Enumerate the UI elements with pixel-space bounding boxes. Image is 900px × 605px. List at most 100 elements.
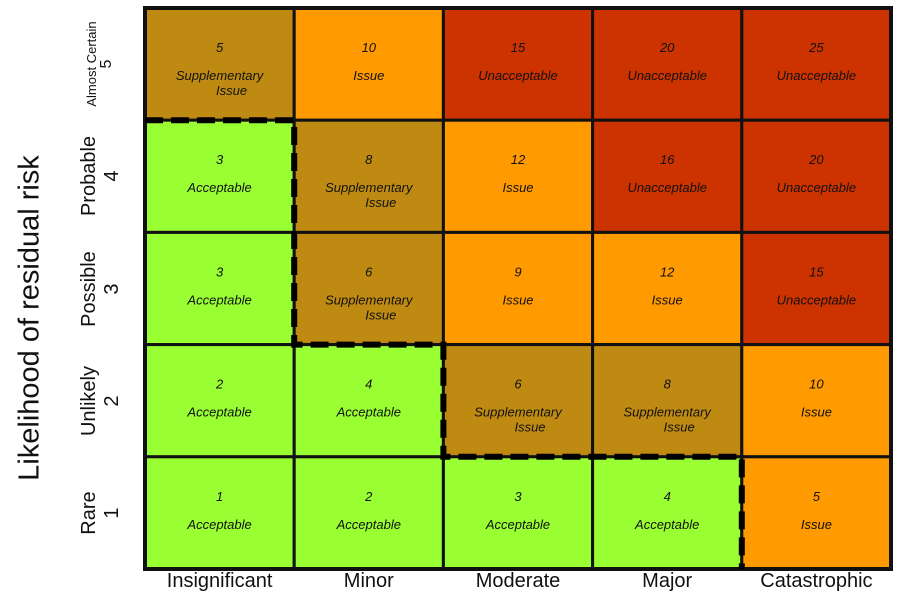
cell-label: Issue xyxy=(801,405,832,420)
cell-score: 6 xyxy=(514,377,522,392)
cell-label: Unacceptable xyxy=(777,180,857,195)
cell-background xyxy=(740,6,893,122)
cell-label: Issue xyxy=(502,180,533,195)
cell-label: Acceptable xyxy=(336,517,401,532)
column-label: Insignificant xyxy=(166,570,273,592)
cell-label: Supplementary Issue xyxy=(325,180,414,210)
cell-background xyxy=(740,118,893,234)
cell-background xyxy=(143,343,296,459)
cell-background xyxy=(591,455,744,571)
matrix-border xyxy=(143,6,893,571)
cell-score: 3 xyxy=(216,152,224,167)
cell-background xyxy=(441,343,595,459)
cell-background xyxy=(441,118,595,234)
cell-background xyxy=(292,455,445,571)
matrix-cell: 4 Acceptable xyxy=(591,455,744,571)
matrix-cell: 6 Supplementary Issue xyxy=(292,230,445,347)
column-label: Major xyxy=(642,570,693,592)
matrix-cell: 3 Acceptable xyxy=(441,455,595,571)
cell-label: Acceptable xyxy=(186,517,251,532)
cell-label: Acceptable xyxy=(485,517,550,532)
cell-score: 10 xyxy=(809,377,824,392)
cell-score: 5 xyxy=(813,489,821,504)
matrix-cell: 2 Acceptable xyxy=(292,455,445,571)
cell-score: 15 xyxy=(511,40,526,55)
cell-score: 8 xyxy=(664,377,672,392)
column-label: Minor xyxy=(343,570,394,592)
cell-background xyxy=(292,343,445,459)
cell-label: Acceptable xyxy=(634,517,699,532)
cell-score: 4 xyxy=(365,377,372,392)
cell-label: Issue xyxy=(801,517,832,532)
cell-label: Unacceptable xyxy=(627,68,707,83)
cell-label: Supplementary Issue xyxy=(325,292,414,322)
cell-score: 16 xyxy=(660,152,675,167)
matrix-cell: 10 Issue xyxy=(292,6,445,122)
cell-background xyxy=(143,230,296,347)
matrix-cell: 9 Issue xyxy=(441,230,595,347)
matrix-cell: 3 Acceptable xyxy=(143,118,296,234)
matrix-cell: 3 Acceptable xyxy=(143,230,296,347)
cell-score: 12 xyxy=(511,152,526,167)
cell-label: Supplementary Issue xyxy=(623,405,712,435)
cell-score: 8 xyxy=(365,152,373,167)
cell-background xyxy=(143,6,296,122)
cell-background xyxy=(441,6,595,122)
cell-background xyxy=(441,455,595,571)
cell-score: 3 xyxy=(216,264,224,279)
cell-label: Unacceptable xyxy=(627,180,707,195)
matrix-cell: 15 Unacceptable xyxy=(740,230,893,347)
cell-label: Acceptable xyxy=(186,292,251,307)
matrix-cell: 2 Acceptable xyxy=(143,343,296,459)
cell-label: Acceptable xyxy=(186,405,251,420)
cell-label: Issue xyxy=(353,68,384,83)
matrix-cell: 20 Unacceptable xyxy=(591,6,744,122)
cell-background xyxy=(292,6,445,122)
cell-label: Unacceptable xyxy=(777,292,857,307)
cell-background xyxy=(591,343,744,459)
cell-score: 5 xyxy=(216,40,224,55)
cell-score: 15 xyxy=(809,264,824,279)
matrix-cell: 1 Acceptable xyxy=(143,455,296,571)
matrix-cell: 15 Unacceptable xyxy=(441,6,595,122)
matrix-cell: 12 Issue xyxy=(441,118,595,234)
cell-background xyxy=(591,6,744,122)
cell-label: Unacceptable xyxy=(478,68,558,83)
matrix-cell: 20 Unacceptable xyxy=(740,118,893,234)
cell-score: 2 xyxy=(215,377,224,392)
cell-background xyxy=(740,455,893,571)
cell-label: Supplementary Issue xyxy=(176,68,265,98)
cell-score: 2 xyxy=(364,489,373,504)
cell-background xyxy=(143,455,296,571)
cell-background xyxy=(292,118,445,234)
matrix-cell: 5 Issue xyxy=(740,455,893,571)
cell-score: 1 xyxy=(216,489,223,504)
cell-score: 4 xyxy=(664,489,671,504)
matrix-cell: 25 Unacceptable xyxy=(740,6,893,122)
cell-background xyxy=(740,230,893,347)
cell-score: 20 xyxy=(808,152,824,167)
cell-score: 10 xyxy=(362,40,377,55)
matrix-cell: 5 Supplementary Issue xyxy=(143,6,296,122)
cell-score: 6 xyxy=(365,264,373,279)
cell-background xyxy=(143,118,296,234)
cell-background xyxy=(591,118,744,234)
matrix-cell: 6 Supplementary Issue xyxy=(441,343,595,459)
matrix-cell: 10 Issue xyxy=(740,343,893,459)
cell-background xyxy=(591,230,744,347)
cell-label: Issue xyxy=(652,292,683,307)
matrix-cell: 16 Unacceptable xyxy=(591,118,744,234)
cell-label: Acceptable xyxy=(186,180,251,195)
cell-score: 20 xyxy=(659,40,675,55)
cell-score: 3 xyxy=(514,489,522,504)
cell-score: 25 xyxy=(808,40,824,55)
cell-label: Issue xyxy=(502,292,533,307)
matrix-cell: 8 Supplementary Issue xyxy=(591,343,744,459)
cell-background xyxy=(441,230,595,347)
acceptability-boundary xyxy=(145,117,745,569)
cell-label: Unacceptable xyxy=(777,68,857,83)
cell-score: 12 xyxy=(660,264,675,279)
cell-background xyxy=(292,230,445,347)
matrix-cell: 8 Supplementary Issue xyxy=(292,118,445,234)
